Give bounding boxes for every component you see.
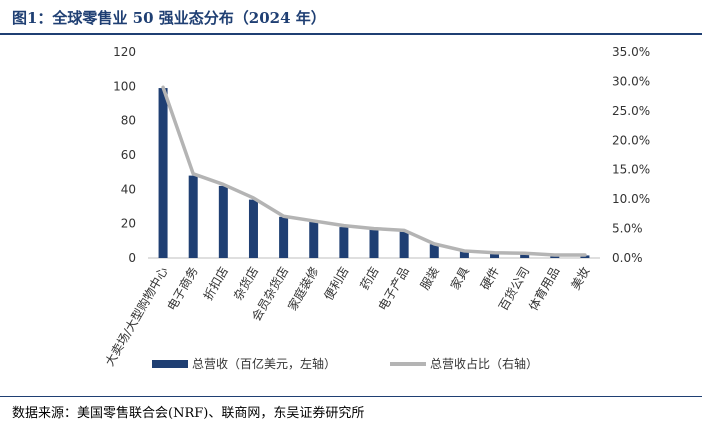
y-left-tick-label: 40 — [121, 182, 136, 196]
y-axis-left: 0 20 40 60 80 100 120 — [113, 45, 136, 265]
bar — [520, 253, 530, 258]
bar-series — [158, 88, 590, 258]
chart: 0 20 40 60 80 100 120 0.0% 5.0% 10.0% 15.0% 20.0% 2… — [102, 45, 650, 371]
x-tick-label: 折扣店 — [200, 264, 231, 303]
bar — [429, 244, 439, 258]
x-tick-label: 服装 — [418, 265, 442, 293]
bar — [218, 185, 228, 258]
title-rule — [0, 33, 702, 35]
share-line — [161, 85, 587, 257]
bar — [339, 227, 349, 258]
bar — [369, 228, 379, 258]
y-left-tick-label: 60 — [121, 148, 136, 162]
chart-title: 图1：全球零售业 50 强业态分布（2024 年） — [12, 9, 326, 27]
y-axis-right: 0.0% 5.0% 10.0% 15.0% 20.0% 25.0% 30.0% 35.0% — [612, 45, 650, 265]
y-right-tick-label: 35.0% — [612, 45, 650, 59]
y-right-tick-label: 30.0% — [612, 74, 650, 88]
legend-bar-swatch — [152, 360, 188, 368]
legend-line-swatch — [390, 362, 426, 366]
bar — [399, 230, 409, 258]
y-right-tick-label: 25.0% — [612, 104, 650, 118]
x-tick-label: 便利店 — [321, 265, 351, 303]
y-left-tick-label: 20 — [121, 217, 136, 231]
legend-line-label: 总营收占比（右轴） — [430, 356, 538, 371]
y-right-tick-label: 5.0% — [612, 222, 643, 236]
x-tick-label: 硬件 — [478, 265, 502, 293]
y-right-tick-label: 15.0% — [612, 163, 650, 177]
x-tick-label: 药店 — [357, 265, 381, 293]
y-right-tick-label: 10.0% — [612, 192, 650, 206]
bar — [459, 251, 469, 258]
bar — [248, 199, 258, 258]
y-left-tick-label: 0 — [128, 251, 136, 265]
bar — [309, 221, 319, 258]
y-left-tick-label: 120 — [113, 45, 136, 59]
y-right-tick-label: 20.0% — [612, 133, 650, 147]
bar — [490, 252, 500, 258]
title-bar: 图1：全球零售业 50 强业态分布（2024 年） — [0, 0, 702, 35]
bottom-rule — [0, 396, 702, 397]
y-right-tick-label: 0.0% — [612, 251, 643, 265]
source-note: 数据来源：美国零售联合会(NRF)、联商网，东吴证券研究所 — [12, 406, 365, 421]
x-tick-label: 杂货店 — [230, 264, 261, 303]
bar — [158, 88, 168, 258]
y-left-tick-label: 80 — [121, 114, 136, 128]
bar — [279, 216, 289, 258]
x-tick-label: 大卖场/大型购物中心 — [102, 264, 171, 369]
bar — [188, 175, 198, 258]
legend: 总营收（百亿美元，左轴） 总营收占比（右轴） — [152, 356, 538, 371]
legend-bar-label: 总营收（百亿美元，左轴） — [192, 356, 336, 371]
x-tick-label: 家具 — [447, 264, 472, 292]
y-left-tick-label: 100 — [113, 79, 136, 93]
x-tick-label: 美妆 — [568, 265, 592, 293]
